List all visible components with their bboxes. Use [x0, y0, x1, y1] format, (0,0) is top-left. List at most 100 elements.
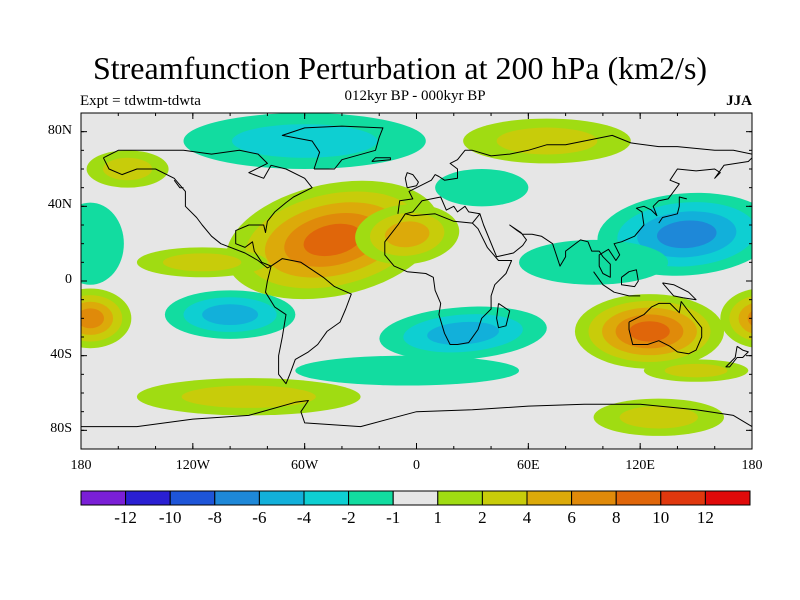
colorbar-swatch — [258, 490, 305, 506]
contour-band — [629, 321, 670, 342]
colorbar-swatch — [80, 490, 127, 506]
coastline — [384, 213, 513, 345]
contour-field-layer — [81, 113, 752, 436]
chart-title: Streamfunction Perturbation at 200 hPa (… — [92, 50, 708, 86]
contour-blob — [81, 202, 124, 285]
contour-blob — [435, 169, 529, 207]
lon-tick-label: 60E — [517, 458, 540, 473]
contour-blob — [593, 398, 725, 436]
coastline — [371, 157, 391, 162]
colorbar-swatch — [571, 490, 617, 506]
colorbar-swatch — [303, 490, 350, 506]
coastline — [404, 172, 419, 189]
contour-blob — [136, 378, 361, 416]
coastline — [265, 258, 352, 385]
contour-blob — [86, 150, 169, 188]
contour-blob — [164, 290, 296, 339]
colorbar-label: 8 — [611, 508, 621, 527]
contour-band — [231, 124, 378, 158]
contour-band — [181, 385, 316, 408]
contour-blob — [519, 239, 669, 285]
contour-band — [519, 239, 669, 285]
coastline — [658, 196, 687, 224]
contour-blob — [295, 355, 520, 386]
colorbar-label: -1 — [386, 508, 401, 527]
colorbar-label: 1 — [433, 508, 443, 527]
contour-band — [619, 406, 698, 429]
contour-blob — [463, 118, 631, 164]
colorbar-label: -2 — [341, 508, 356, 527]
contour-band — [738, 303, 752, 334]
contour-band — [435, 169, 529, 207]
colorbar-swatch — [615, 490, 662, 506]
colorbar-swatch — [169, 490, 216, 506]
colorbar — [80, 490, 751, 506]
contour-band — [664, 363, 728, 378]
colorbar-swatch — [660, 490, 706, 506]
colorbar-swatch — [704, 490, 751, 506]
contour-blob — [81, 288, 132, 349]
coastline — [479, 157, 752, 278]
experiment-label: Expt = tdwtm-tdwta — [80, 93, 201, 109]
contour-band — [81, 202, 124, 285]
contour-band — [81, 308, 104, 329]
coastline — [102, 149, 313, 269]
contour-band — [295, 355, 520, 386]
chart-subtitle: 012kyr BP - 000kyr BP — [344, 88, 486, 104]
coastline — [173, 179, 184, 189]
colorbar-swatch — [437, 490, 483, 506]
contour-band — [102, 157, 153, 181]
coastline — [405, 196, 481, 224]
coastline — [496, 302, 511, 329]
coastline — [593, 271, 641, 297]
coastline — [628, 301, 703, 355]
lon-tick-label: 180 — [70, 458, 92, 473]
coastline — [662, 282, 697, 301]
lon-tick-label: 180 — [741, 458, 763, 473]
lat-tick-label: 80N — [47, 122, 72, 138]
colorbar-label: -10 — [158, 508, 182, 527]
contour-band — [163, 253, 242, 272]
contour-blob — [183, 113, 426, 169]
axis-ticks — [80, 113, 753, 449]
coastline — [725, 345, 749, 368]
lat-tick-label: 80S — [50, 421, 72, 437]
contour-band — [427, 321, 499, 345]
lat-tick-label: 40S — [50, 346, 72, 362]
colorbar-swatch — [392, 490, 439, 506]
contour-band — [202, 304, 259, 325]
contour-band — [656, 220, 717, 249]
lon-tick-label: 60W — [291, 458, 319, 473]
contour-band — [496, 127, 598, 155]
contour-blob — [574, 294, 725, 369]
contour-blob — [136, 247, 268, 278]
coastline — [621, 269, 639, 288]
colorbar-label: -12 — [114, 508, 137, 527]
colorbar-label: 2 — [478, 508, 487, 527]
colorbar-label: -6 — [252, 508, 267, 527]
coastline-layer — [81, 125, 752, 428]
lat-tick-label: 40N — [47, 197, 72, 213]
lon-tick-label: 0 — [413, 458, 420, 473]
lon-tick-label: 120W — [175, 458, 210, 473]
colorbar-swatch — [526, 490, 573, 506]
contour-blob — [379, 306, 547, 360]
season-label: JJA — [726, 93, 752, 109]
contour-blob — [643, 359, 749, 382]
colorbar-swatch — [481, 490, 528, 506]
colorbar-swatch — [348, 490, 394, 506]
colorbar-label: -8 — [207, 508, 222, 527]
coastline — [397, 134, 752, 214]
lon-tick-label: 120E — [625, 458, 655, 473]
colorbar-label: 4 — [522, 508, 532, 527]
contour-band — [303, 223, 362, 257]
lat-tick-label: 0 — [65, 272, 72, 287]
colorbar-label: 10 — [652, 508, 670, 527]
colorbar-swatch — [214, 490, 260, 506]
colorbar-label: 12 — [696, 508, 714, 527]
colorbar-swatch — [125, 490, 171, 506]
coastline — [81, 400, 752, 428]
colorbar-label: 6 — [567, 508, 576, 527]
coastline — [281, 125, 384, 170]
